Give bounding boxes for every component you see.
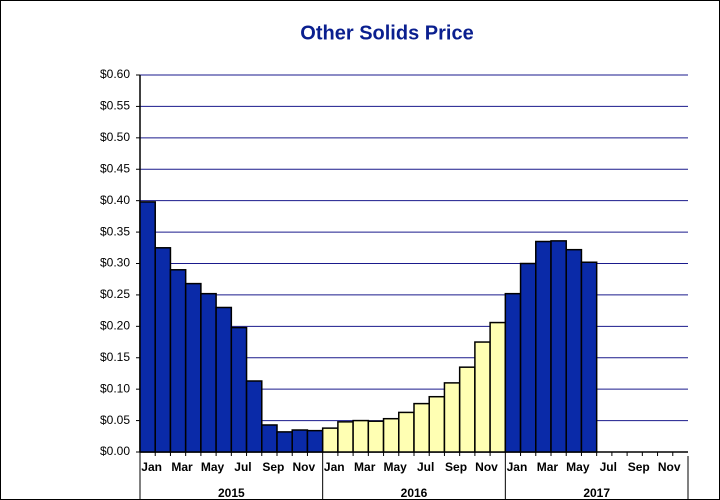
bar <box>565 248 583 453</box>
y-tick-label: $0.50 <box>100 130 130 144</box>
bar <box>306 429 324 453</box>
y-tick-label: $0.35 <box>100 224 130 238</box>
bar <box>215 306 233 453</box>
bar <box>139 201 156 453</box>
bar <box>169 269 187 453</box>
y-tick-label: $0.60 <box>100 67 130 81</box>
chart-title: Other Solids Price <box>300 22 473 44</box>
y-tick-label: $0.10 <box>100 381 130 395</box>
bar <box>398 411 415 453</box>
y-tick-label: $0.05 <box>100 413 130 427</box>
bar <box>474 341 491 453</box>
x-tick-label: May <box>566 460 590 474</box>
y-tick-label: $0.45 <box>100 161 130 175</box>
bar <box>382 417 400 453</box>
bar <box>321 427 339 453</box>
bar <box>550 240 567 453</box>
x-tick-label: Nov <box>292 460 315 474</box>
y-tick-label: $0.00 <box>100 444 130 458</box>
y-tick-label: $0.25 <box>100 287 130 301</box>
bar <box>367 420 385 453</box>
x-tick-label: Jul <box>234 460 251 474</box>
bar <box>291 429 309 453</box>
y-tick-label: $0.20 <box>100 319 130 333</box>
bar <box>200 292 217 453</box>
x-tick-label: Mar <box>537 460 559 474</box>
bar <box>352 419 370 453</box>
bar <box>443 382 461 453</box>
bar <box>276 431 293 453</box>
bar <box>428 395 446 453</box>
bar <box>580 261 598 453</box>
bar <box>230 326 248 453</box>
bar <box>489 321 507 453</box>
year-label: 2015 <box>218 486 245 500</box>
x-tick-label: Jan <box>324 460 345 474</box>
bar <box>245 380 263 453</box>
bar <box>261 424 278 453</box>
bar <box>413 402 430 453</box>
bar <box>458 366 476 453</box>
x-tick-label: May <box>383 460 407 474</box>
x-tick-label: Mar <box>354 460 376 474</box>
x-tick-label: Sep <box>628 460 650 474</box>
year-label: 2016 <box>401 486 428 500</box>
x-tick-label: Jan <box>507 460 528 474</box>
bar <box>184 282 202 453</box>
x-tick-label: Jan <box>141 460 162 474</box>
y-tick-label: $0.15 <box>100 350 130 364</box>
x-tick-label: May <box>201 460 225 474</box>
y-tick-label: $0.40 <box>100 193 130 207</box>
year-label: 2017 <box>583 486 610 500</box>
x-tick-label: Nov <box>658 460 681 474</box>
x-tick-label: Sep <box>445 460 467 474</box>
y-tick-label: $0.30 <box>100 256 130 270</box>
x-tick-label: Mar <box>171 460 193 474</box>
bar <box>337 421 354 453</box>
bar <box>519 262 537 453</box>
bar <box>535 240 552 453</box>
x-tick-label: Jul <box>600 460 617 474</box>
x-tick-label: Nov <box>475 460 498 474</box>
y-tick-label: $0.55 <box>100 99 130 113</box>
x-tick-label: Jul <box>417 460 434 474</box>
x-tick-label: Sep <box>262 460 284 474</box>
bar <box>154 247 172 453</box>
bar <box>504 292 522 453</box>
